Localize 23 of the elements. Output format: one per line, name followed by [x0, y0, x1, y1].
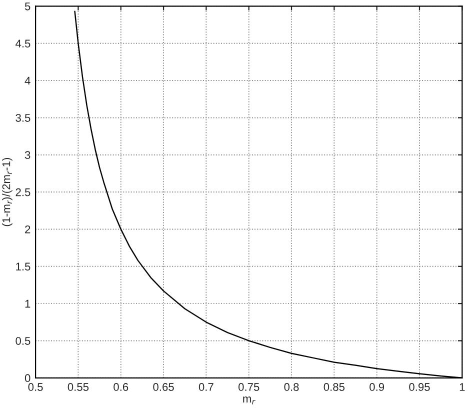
y-tick-label: 0.5: [16, 336, 30, 345]
x-axis-title: m$_{r}$: [243, 396, 256, 404]
y-tick-label: 3: [24, 151, 30, 160]
x-tick-label: 0.65: [153, 383, 174, 391]
y-tick-label: 4.5: [16, 40, 30, 48]
x-tick-label: 0.85: [324, 383, 345, 391]
y-tick-label: 4: [24, 76, 30, 85]
y-tick-label: 3.5: [16, 114, 30, 122]
y-tick-label: 2.5: [16, 188, 30, 196]
y-tick-label: 1: [25, 300, 30, 308]
y-axis-title: (1-m$_{r}$)/(2m$_{r}$-1): [2, 158, 12, 226]
x-tick-label: 0.9: [370, 383, 384, 391]
x-tick-label: 1: [460, 383, 465, 391]
y-tick-label: 0: [24, 374, 30, 382]
y-tick-label: 5: [24, 2, 30, 10]
x-tick-label: 0.55: [68, 383, 89, 391]
x-tick-label: 0.75: [238, 383, 260, 391]
x-tick-label: 0.95: [409, 383, 430, 391]
x-tick-label: 0.8: [284, 383, 299, 391]
y-tick-label: 1.5: [16, 262, 30, 271]
x-tick-label: 0.7: [198, 383, 214, 391]
x-tick-label: 0.6: [114, 383, 128, 391]
y-tick-label: 2: [25, 225, 30, 234]
